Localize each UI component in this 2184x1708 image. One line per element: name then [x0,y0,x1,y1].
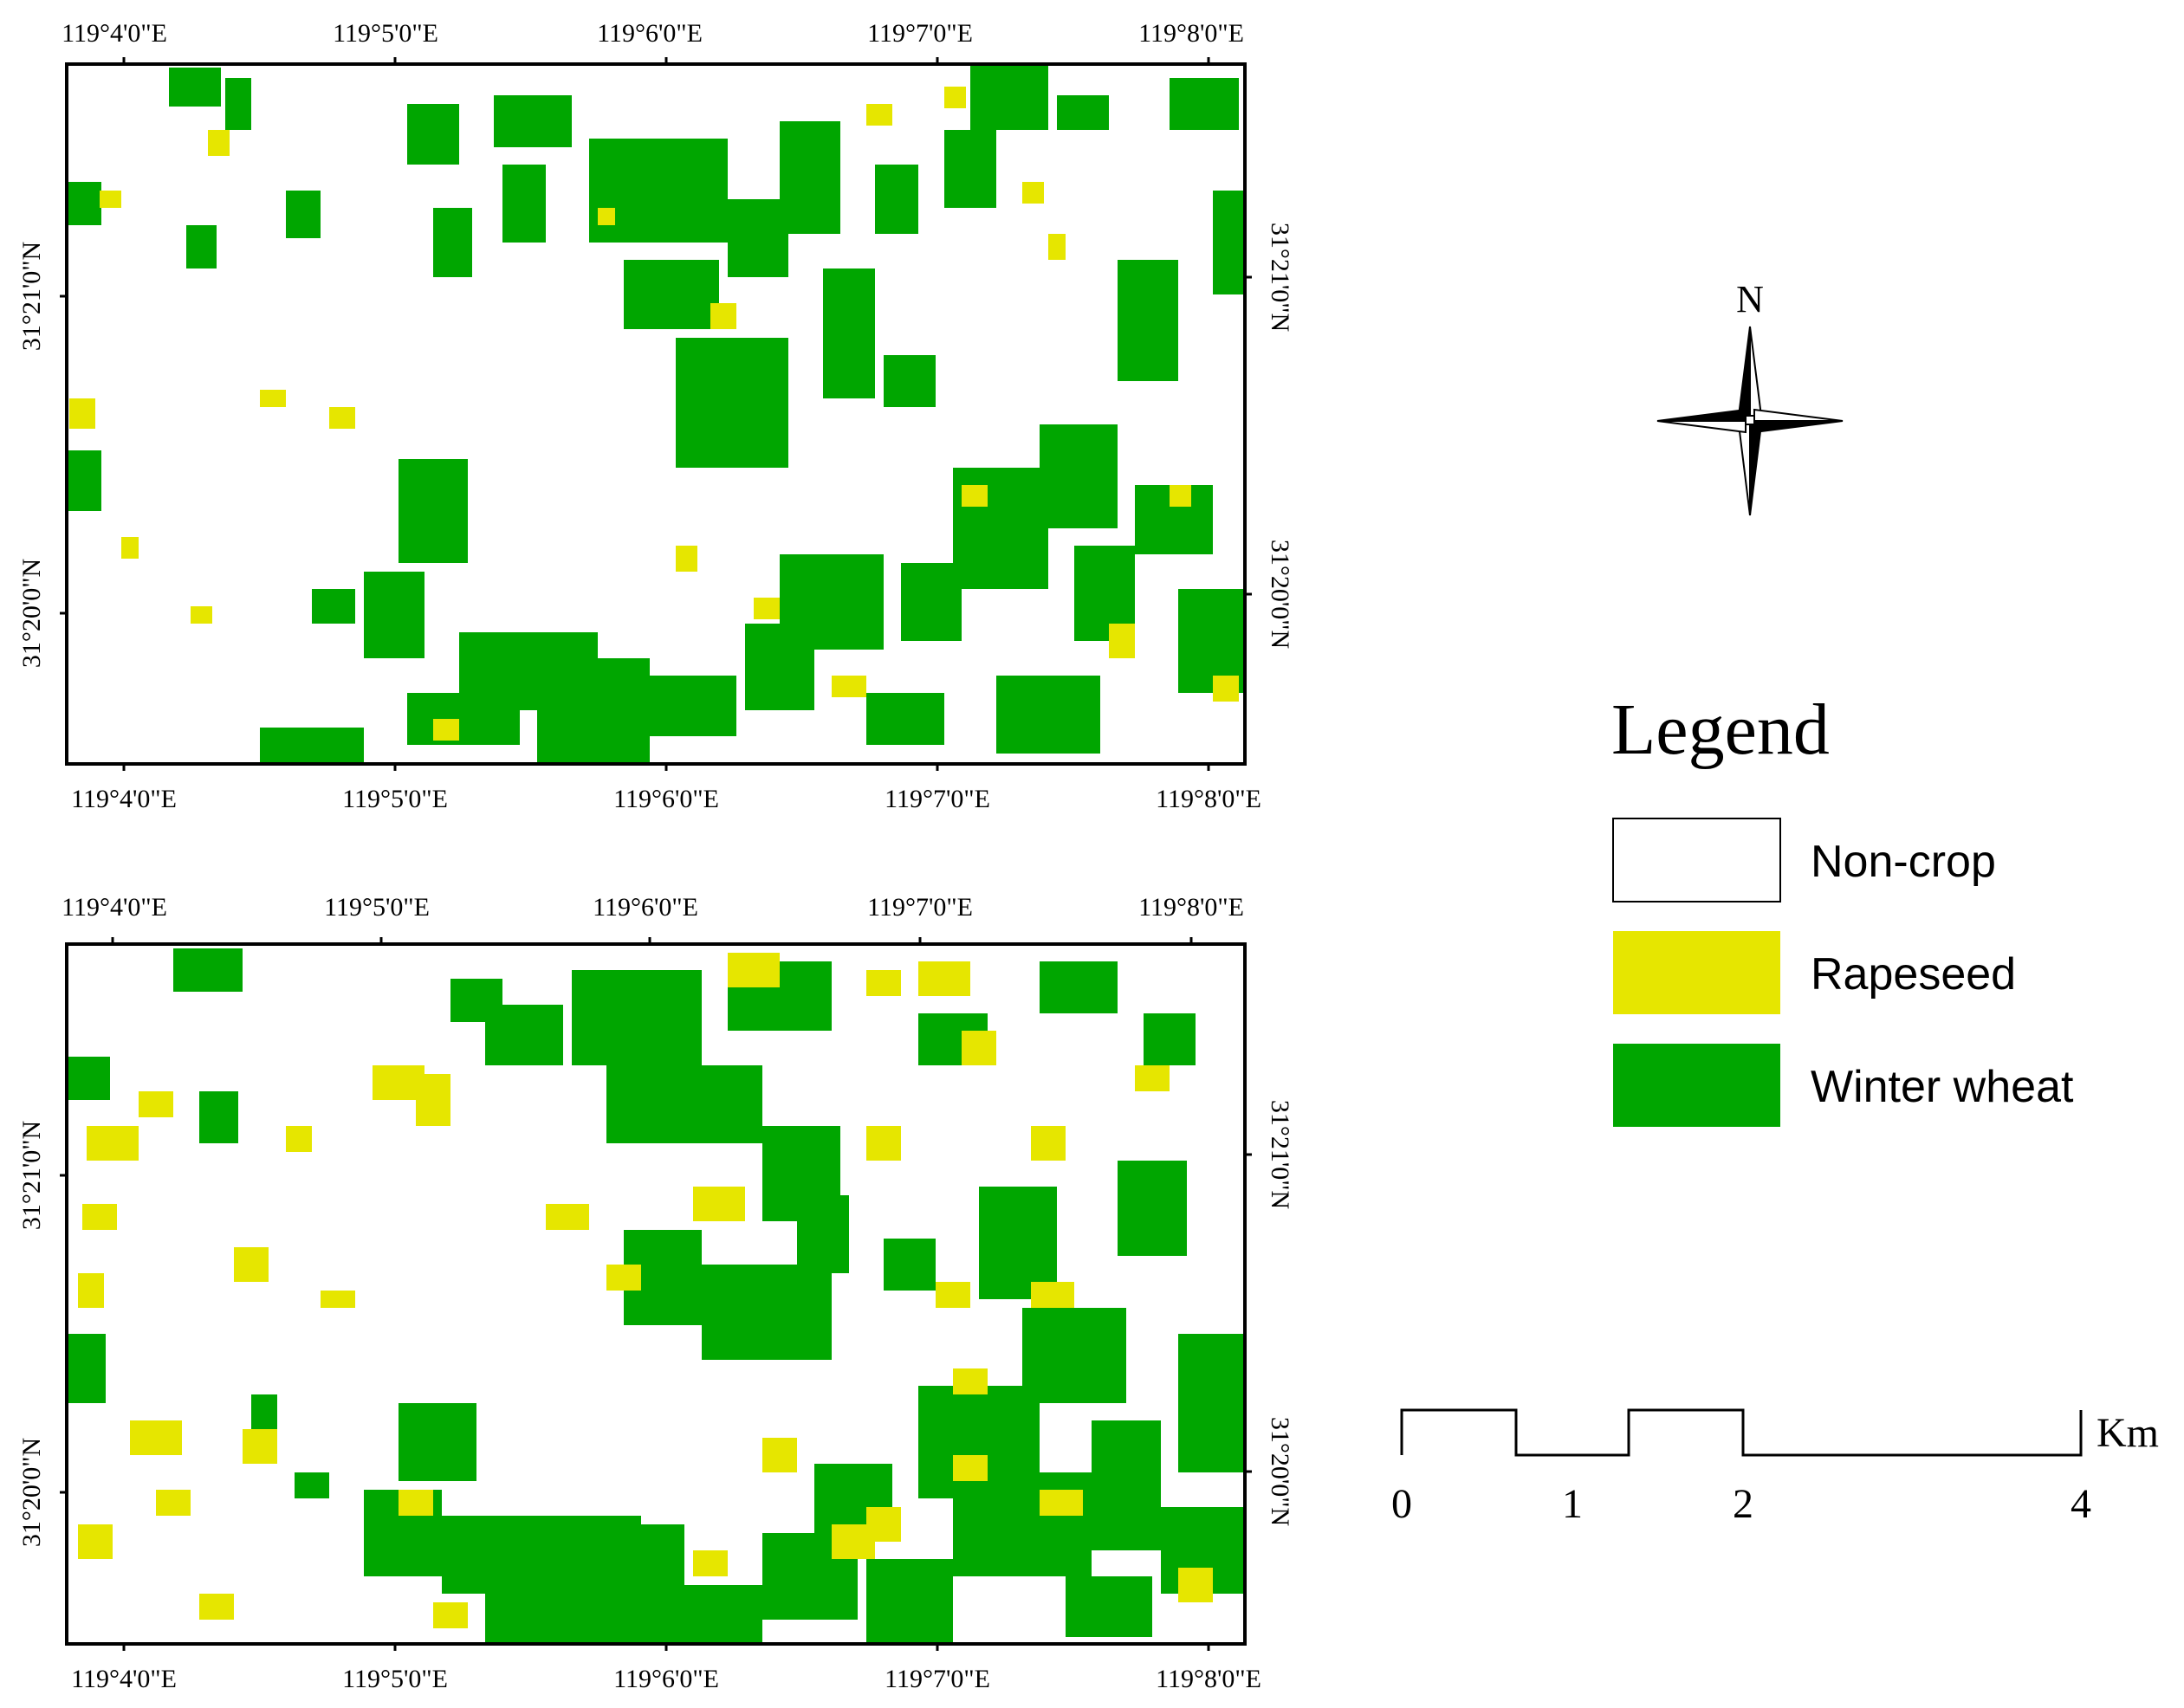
lat-tick-label: 31°21'0"N [17,242,46,351]
lat-tick-label: 31°20'0"N [1266,1417,1294,1526]
lat-labels-right-map-top: 31°21'0"N 31°20'0"N [1266,223,1294,649]
lon-labels-top-map-top: 119°4'0"E 119°5'0"E 119°6'0"E 119°7'0"E … [62,19,1244,48]
lon-labels-bottom-map-bottom: 119°4'0"E 119°5'0"E 119°6'0"E 119°7'0"E … [71,1665,1261,1693]
scale-bar: Km 0 1 2 4 [1391,1408,2159,1527]
legend: Legend Non-crop Rapeseed Winter wheat [1611,689,2074,1127]
lon-tick-label: 119°6'0"E [613,785,719,813]
classification-layer-bottom [67,948,1245,1644]
lon-labels-bottom-map-top: 119°4'0"E 119°5'0"E 119°6'0"E 119°7'0"E … [71,785,1261,813]
legend-title: Legend [1611,689,1830,770]
rapeseed-patches-bottom [78,953,1213,1628]
map-border-top [65,62,1247,766]
map-border-bottom [65,942,1247,1646]
lon-tick-label: 119°7'0"E [885,1665,990,1693]
lon-tick-label: 119°7'0"E [867,893,973,922]
lon-tick-label: 119°4'0"E [62,893,167,922]
lon-tick-label: 119°4'0"E [71,1665,177,1693]
scale-label: 4 [2071,1481,2091,1527]
compass-rose-icon [1656,326,1844,516]
lon-tick-label: 119°8'0"E [1138,19,1244,48]
lon-tick-label: 119°5'0"E [342,785,448,813]
lon-labels-top-map-bottom: 119°4'0"E 119°5'0"E 119°6'0"E 119°7'0"E … [62,893,1244,922]
legend-label-non-crop: Non-crop [1811,837,1996,887]
legend-swatch-non-crop [1612,818,1781,903]
map-panel-bottom: 119°4'0"E 119°5'0"E 119°6'0"E 119°7'0"E … [17,893,1294,1693]
winter-wheat-patches-bottom [67,948,1245,1644]
lon-tick-label: 119°8'0"E [1156,785,1261,813]
lon-tick-label: 119°6'0"E [597,19,703,48]
lon-tick-label: 119°6'0"E [593,893,698,922]
lon-tick-label: 119°8'0"E [1138,893,1244,922]
lat-tick-label: 31°20'0"N [17,559,46,668]
lat-tick-label: 31°20'0"N [1266,540,1294,649]
scale-label: 0 [1391,1481,1412,1527]
lon-tick-label: 119°5'0"E [342,1665,448,1693]
scale-unit: Km [2097,1410,2159,1456]
map-panel-top: 119°4'0"E 119°5'0"E 119°6'0"E 119°7'0"E … [17,19,1294,813]
lon-tick-label: 119°4'0"E [62,19,167,48]
lon-tick-label: 119°7'0"E [867,19,973,48]
lon-tick-label: 119°6'0"E [613,1665,719,1693]
lat-tick-label: 31°21'0"N [17,1121,46,1230]
lon-tick-label: 119°5'0"E [324,893,430,922]
scale-labels: 0 1 2 4 [1391,1481,2091,1527]
tick-marks-bottom [60,937,1252,1651]
north-arrow-label: N [1736,278,1764,320]
lat-tick-label: 31°21'0"N [1266,1100,1294,1209]
lat-labels-left-map-bottom: 31°21'0"N 31°20'0"N [17,1121,46,1547]
tick-marks-top [60,57,1252,771]
lat-labels-right-map-bottom: 31°21'0"N 31°20'0"N [1266,1100,1294,1526]
lat-tick-label: 31°21'0"N [1266,223,1294,332]
scale-label: 1 [1562,1481,1583,1527]
north-arrow: N [1656,278,1844,516]
winter-wheat-patches-top [67,64,1245,764]
classification-layer-top [67,64,1245,764]
legend-swatch-winter-wheat [1613,1044,1780,1127]
legend-label-rapeseed: Rapeseed [1811,949,2016,1000]
lon-tick-label: 119°4'0"E [71,785,177,813]
lon-tick-label: 119°5'0"E [333,19,438,48]
lon-tick-label: 119°7'0"E [885,785,990,813]
rapeseed-patches-top [69,87,1239,741]
lat-tick-label: 31°20'0"N [17,1438,46,1547]
scale-label: 2 [1733,1481,1753,1527]
lat-labels-left-map-top: 31°21'0"N 31°20'0"N [17,242,46,668]
scale-bar-line [1400,1408,2083,1457]
legend-swatch-rapeseed [1613,931,1780,1014]
lon-tick-label: 119°8'0"E [1156,1665,1261,1693]
legend-label-winter-wheat: Winter wheat [1811,1062,2074,1112]
